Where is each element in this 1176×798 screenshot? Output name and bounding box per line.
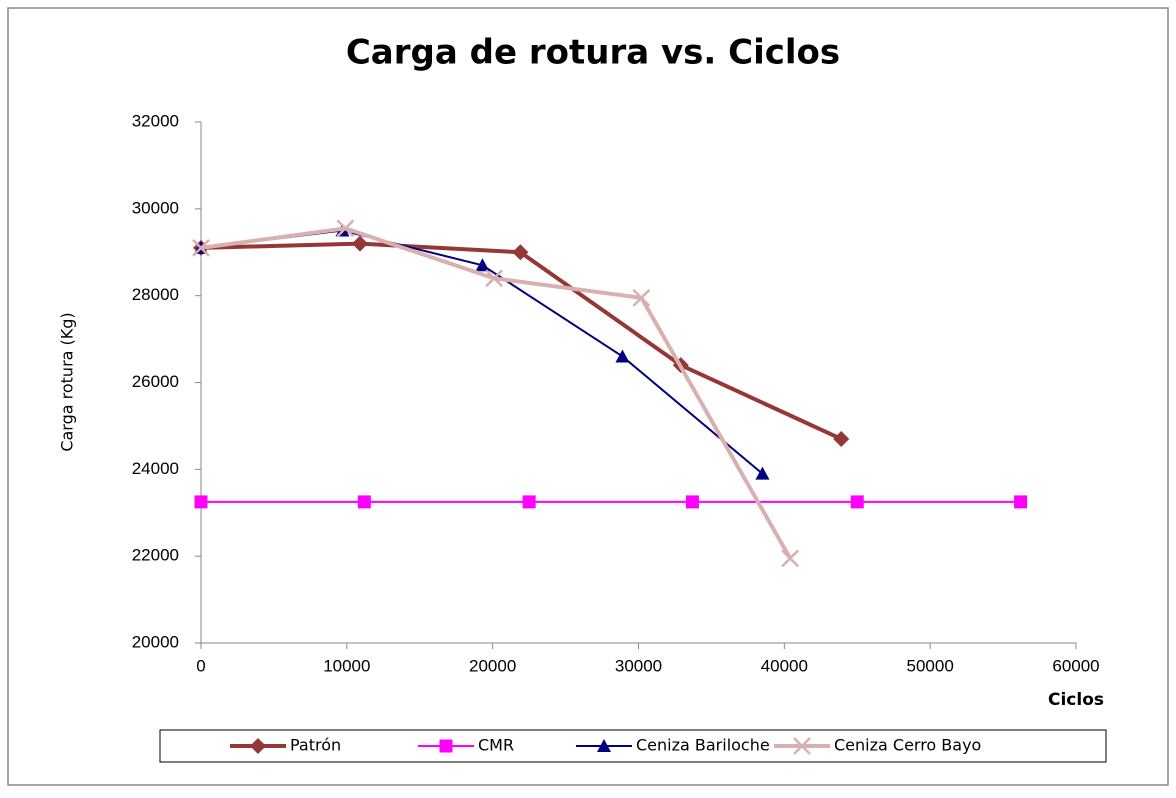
y-tick-label: 22000 (132, 546, 179, 565)
x-tick-label: 60000 (1052, 656, 1099, 675)
legend-marker (250, 738, 266, 754)
marker (475, 258, 490, 272)
marker (685, 495, 699, 509)
x-tick-label: 0 (196, 656, 205, 675)
y-tick-label: 26000 (132, 372, 179, 391)
marker (512, 244, 529, 261)
chart-title: Carga de rotura vs. Ciclos (346, 33, 840, 73)
x-tick-label: 40000 (761, 656, 808, 675)
y-tick-label: 32000 (132, 111, 179, 130)
x-tick-label: 50000 (907, 656, 954, 675)
legend-label: Ceniza Bariloche (636, 736, 770, 755)
chart-frame (7, 7, 1169, 786)
marker (632, 288, 651, 307)
marker (781, 549, 800, 568)
marker (833, 430, 850, 447)
y-tick-label: 28000 (132, 285, 179, 304)
x-tick-label: 20000 (469, 656, 516, 675)
marker (522, 495, 536, 509)
y-tick-label: 20000 (132, 632, 179, 651)
marker (615, 349, 630, 363)
marker (192, 239, 210, 257)
y-axis-label: Carga rotura (Kg) (58, 312, 77, 451)
legend-marker (439, 739, 453, 753)
legend-marker (793, 737, 811, 755)
legend-label: CMR (478, 736, 514, 755)
legend-label: Ceniza Cerro Bayo (834, 736, 981, 755)
legend-marker (597, 739, 611, 752)
marker (194, 495, 208, 509)
x-tick-label: 10000 (323, 656, 370, 675)
x-axis-label: Ciclos (1048, 690, 1104, 710)
marker (755, 466, 770, 480)
marker (485, 269, 504, 288)
marker (336, 219, 355, 238)
marker (357, 495, 371, 509)
y-tick-label: 24000 (132, 459, 179, 478)
legend-box (159, 729, 1107, 763)
legend-label: Patrón (290, 736, 341, 755)
y-tick-label: 30000 (132, 198, 179, 217)
marker (850, 495, 864, 509)
marker (1014, 495, 1028, 509)
marker (351, 235, 368, 252)
x-tick-label: 30000 (615, 656, 662, 675)
